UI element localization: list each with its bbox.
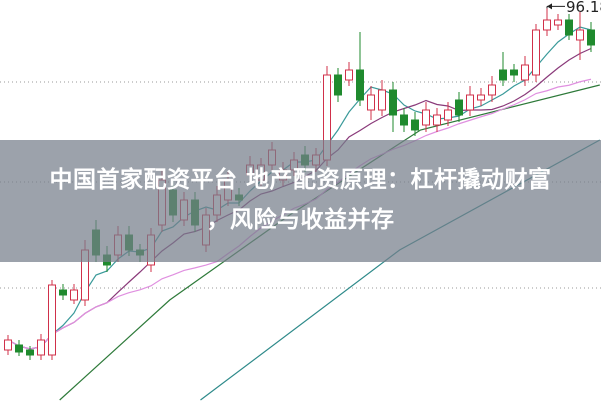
candle-up <box>576 29 584 41</box>
title-line-1: 中国首家配资平台 地产配资原理：杠杆撬动财富 <box>49 167 552 193</box>
candle-down <box>389 89 397 116</box>
high-price-label: 96.18 <box>566 0 601 16</box>
high-arrow-head <box>547 3 552 10</box>
candle-up <box>422 109 430 126</box>
candle-up <box>444 109 452 121</box>
candle-up <box>345 69 353 81</box>
article-title[interactable]: 中国首家配资平台 地产配资原理：杠杆撬动财富 ，风险与收益并存 <box>0 160 601 240</box>
title-line-2: ，风险与收益并存 <box>206 207 395 233</box>
candle-up <box>532 29 540 76</box>
candle-down <box>334 74 342 96</box>
candle-down <box>455 99 463 116</box>
candle-down <box>587 29 595 46</box>
candle-down <box>59 289 67 296</box>
candle-down <box>499 69 507 81</box>
candle-up <box>554 19 562 26</box>
candle-up <box>70 289 78 301</box>
candle-down <box>26 349 34 356</box>
candle-down <box>411 119 419 131</box>
candle-up <box>543 19 551 31</box>
candle-up <box>466 94 474 111</box>
candle-down <box>510 69 518 76</box>
candle-up <box>477 94 485 101</box>
candle-down <box>565 19 573 36</box>
title-overlay-band <box>0 140 601 262</box>
candle-up <box>433 114 441 126</box>
candle-up <box>521 64 529 81</box>
candle-up <box>37 339 45 356</box>
candle-up <box>367 94 375 111</box>
candle-up <box>378 89 386 111</box>
candle-down <box>15 344 23 353</box>
candle-down <box>356 69 364 101</box>
candle-down <box>400 114 408 126</box>
candle-up <box>488 84 496 96</box>
candle-up <box>4 339 12 351</box>
candle-up <box>48 284 56 356</box>
